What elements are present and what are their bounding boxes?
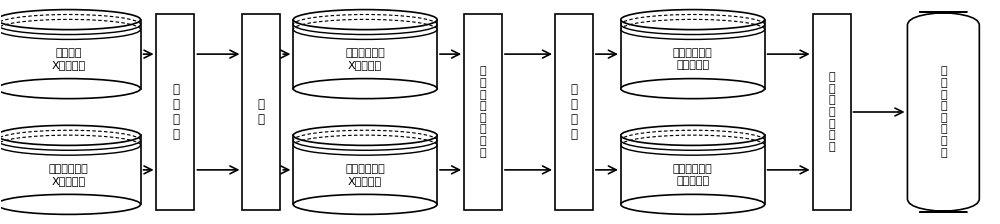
Text: 含钒化点乳腺
X光片样本: 含钒化点乳腺 X光片样本 (49, 164, 88, 186)
Ellipse shape (621, 79, 765, 99)
Bar (156, 14, 194, 210)
Text: 分
块: 分 块 (258, 98, 265, 126)
Ellipse shape (0, 194, 140, 214)
Polygon shape (0, 135, 141, 204)
Bar (242, 14, 280, 210)
Polygon shape (621, 20, 765, 89)
Text: 局
部
二
值
模
式
编
码: 局 部 二 值 模 式 编 码 (480, 66, 486, 158)
Text: 钒化组织图像
块编码分布: 钒化组织图像 块编码分布 (673, 164, 713, 186)
Text: 正常乳腺
X光片样本: 正常乳腺 X光片样本 (52, 48, 86, 70)
Bar (813, 14, 851, 210)
Ellipse shape (621, 10, 765, 30)
FancyBboxPatch shape (907, 12, 979, 212)
Ellipse shape (293, 10, 437, 30)
Ellipse shape (293, 79, 437, 99)
Text: 正常组织图像
块编码分布: 正常组织图像 块编码分布 (673, 48, 713, 70)
Polygon shape (0, 20, 141, 89)
Ellipse shape (621, 125, 765, 145)
Text: 图
像
增
强: 图 像 增 强 (172, 83, 179, 141)
Ellipse shape (621, 194, 765, 214)
Polygon shape (293, 20, 437, 89)
Ellipse shape (0, 79, 140, 99)
Ellipse shape (293, 194, 437, 214)
Text: 编
码
分
类: 编 码 分 类 (570, 83, 577, 141)
Ellipse shape (293, 125, 437, 145)
Bar (464, 14, 502, 210)
Polygon shape (621, 135, 765, 204)
Text: 钒化乳腺组织
X光图像块: 钒化乳腺组织 X光图像块 (345, 164, 385, 186)
Bar (555, 14, 593, 210)
Polygon shape (293, 135, 437, 204)
Text: 正常乳腺组织
X光图像块: 正常乳腺组织 X光图像块 (345, 48, 385, 70)
Text: 乳
腺
钒
化
点
检
测
器: 乳 腺 钒 化 点 检 测 器 (940, 66, 947, 158)
Ellipse shape (0, 10, 140, 30)
Text: 支
持
向
量
机
训
练: 支 持 向 量 机 训 练 (828, 72, 835, 152)
Ellipse shape (0, 125, 140, 145)
